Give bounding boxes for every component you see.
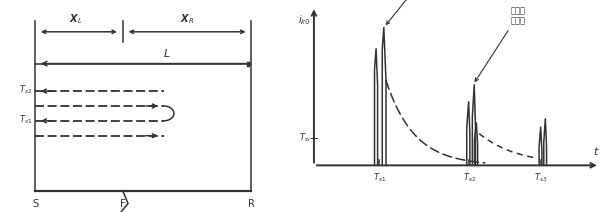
Text: F: F: [120, 199, 125, 209]
Text: S: S: [32, 199, 38, 209]
Text: $t$: $t$: [593, 145, 600, 157]
Text: $T_{s3}$: $T_{s3}$: [534, 172, 547, 184]
Text: X$_R$: X$_R$: [180, 13, 194, 26]
Text: $i_{k0}$: $i_{k0}$: [298, 13, 311, 26]
Text: $T_{s2}$: $T_{s2}$: [19, 84, 32, 96]
Text: $T_{s1}$: $T_{s1}$: [373, 172, 386, 184]
Text: $T_{s2}$: $T_{s2}$: [463, 172, 476, 184]
Text: $T_{s1}$: $T_{s1}$: [19, 114, 32, 126]
Text: $L$: $L$: [163, 47, 171, 59]
Text: X$_L$: X$_L$: [69, 13, 83, 26]
Text: 故障初
始行波: 故障初 始行波: [386, 0, 430, 24]
Text: R: R: [248, 199, 255, 209]
Text: 故障点
反射波: 故障点 反射波: [475, 6, 525, 81]
Text: $T_{si}$: $T_{si}$: [299, 132, 311, 144]
